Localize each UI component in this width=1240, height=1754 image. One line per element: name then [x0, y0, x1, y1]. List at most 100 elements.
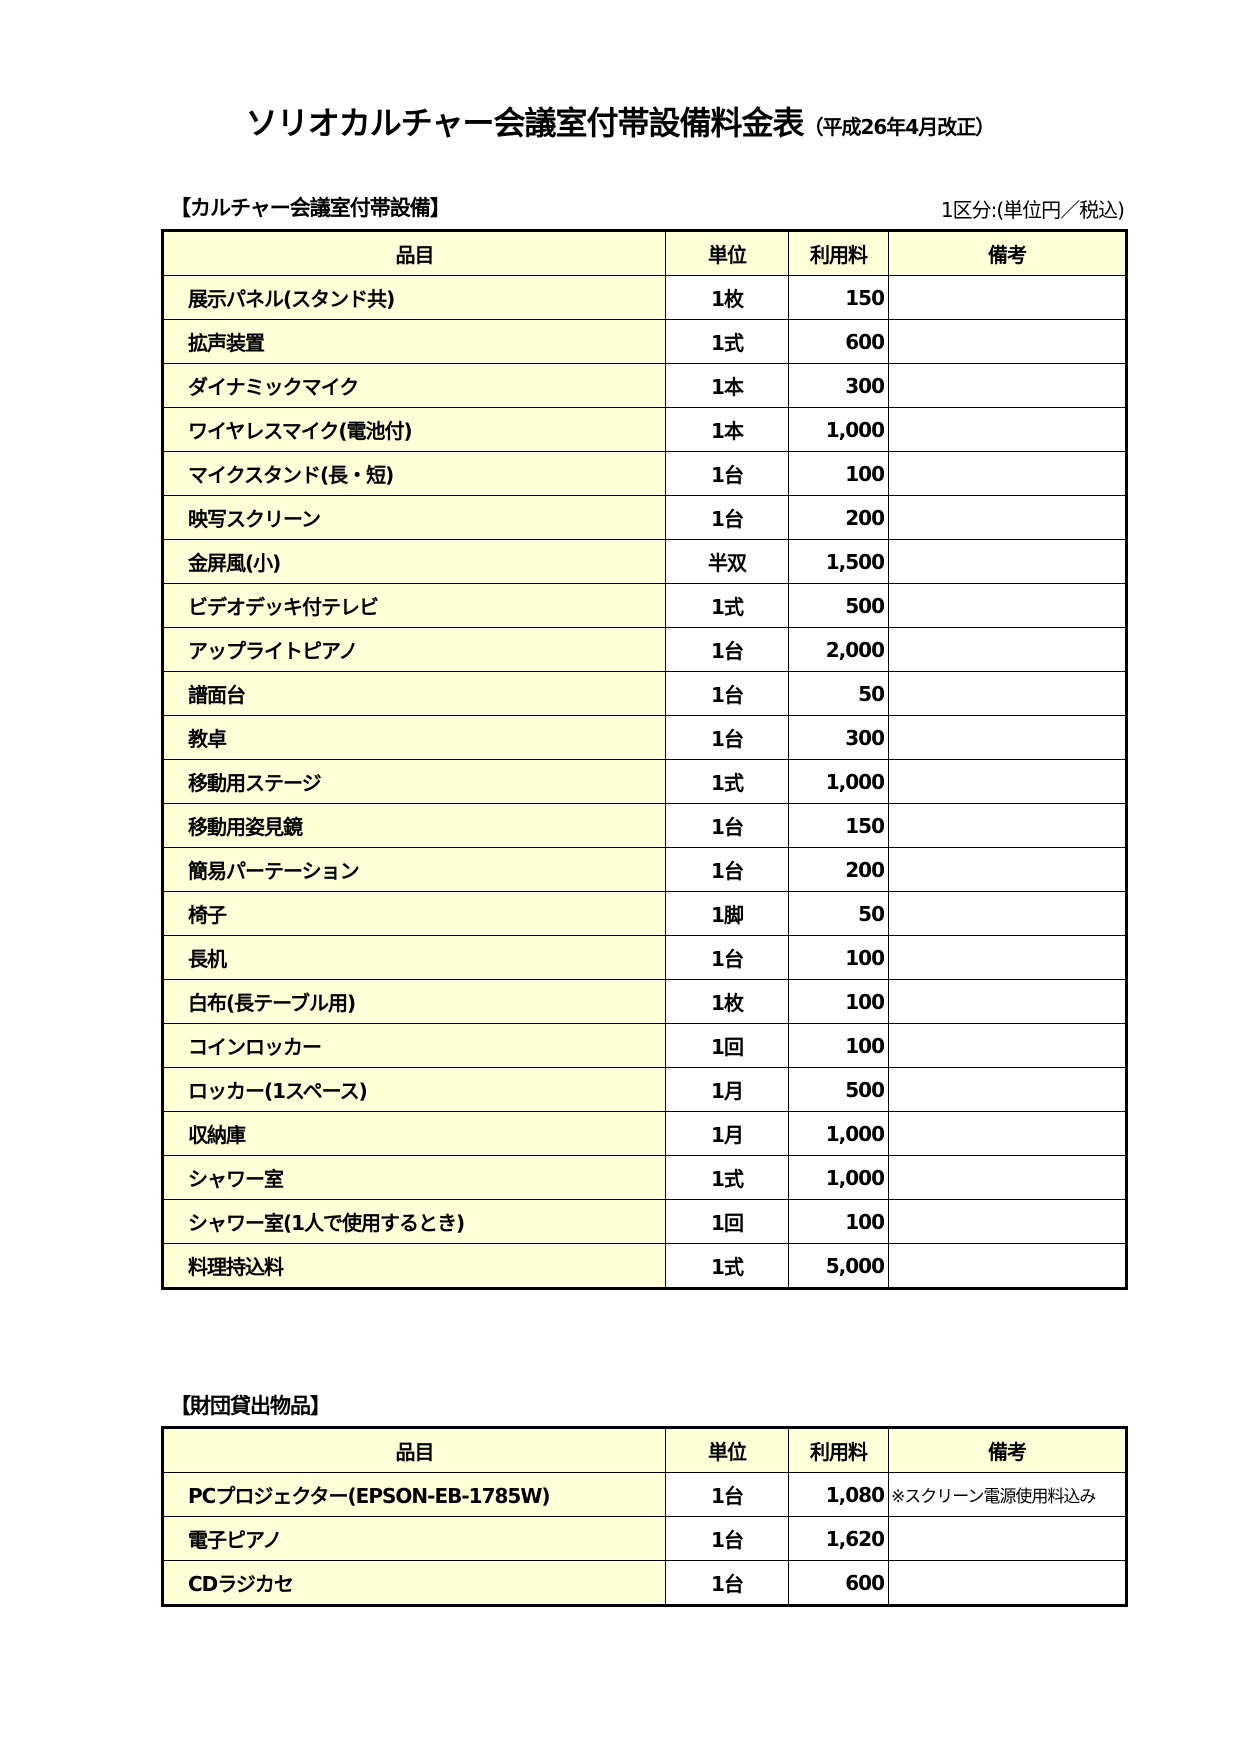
table-row: 移動用ステージ 1式 1,000: [162, 759, 1127, 804]
table-row: マイクスタンド(長・短) 1台 100: [162, 451, 1127, 496]
cell-note: [888, 1067, 1127, 1112]
cell-unit: 1式: [665, 319, 789, 364]
cell-fee: 1,620: [788, 1516, 889, 1561]
cell-item: 簡易パーテーション: [162, 847, 666, 892]
cell-item: ダイナミックマイク: [162, 363, 666, 408]
cell-fee: 150: [788, 803, 889, 848]
cell-item: 展示パネル(スタンド共): [162, 275, 666, 320]
cell-unit: 1回: [665, 1199, 789, 1244]
cell-fee: 50: [788, 891, 889, 936]
equipment-fee-table: 品目 単位 利用料 備考 展示パネル(スタンド共) 1枚 150 拡声装置 1式 600 ダ…: [161, 229, 1128, 1290]
cell-fee: 1,000: [788, 759, 889, 804]
cell-unit: 1月: [665, 1111, 789, 1156]
cell-unit: 1式: [665, 759, 789, 804]
cell-unit: 1脚: [665, 891, 789, 936]
cell-item: 映写スクリーン: [162, 495, 666, 540]
cell-item: 白布(長テーブル用): [162, 979, 666, 1024]
cell-unit: 1式: [665, 583, 789, 628]
col-header-unit: 単位: [665, 230, 789, 276]
cell-item: シャワー室: [162, 1155, 666, 1200]
cell-note: [888, 1199, 1127, 1244]
cell-unit: 1台: [665, 1560, 789, 1606]
cell-note: [888, 1560, 1127, 1606]
cell-item: 移動用姿見鏡: [162, 803, 666, 848]
cell-note: [888, 715, 1127, 760]
cell-note: [888, 627, 1127, 672]
cell-unit: 1式: [665, 1243, 789, 1289]
cell-fee: 600: [788, 319, 889, 364]
section2-heading: 【財団貸出物品】: [170, 1394, 331, 1418]
cell-fee: 1,500: [788, 539, 889, 584]
cell-fee: 1,000: [788, 1155, 889, 1200]
page-title: ソリオカルチャー会議室付帯設備料金表（平成26年4月改正）: [0, 98, 1240, 144]
col-header-item: 品目: [162, 1427, 666, 1473]
table-row: シャワー室(1人で使用するとき) 1回 100: [162, 1199, 1127, 1244]
cell-unit: 1枚: [665, 979, 789, 1024]
cell-note: [888, 407, 1127, 452]
cell-unit: 1本: [665, 363, 789, 408]
cell-note: [888, 891, 1127, 936]
cell-unit: 1回: [665, 1023, 789, 1068]
cell-unit: 1式: [665, 1155, 789, 1200]
table-row: アップライトピアノ 1台 2,000: [162, 627, 1127, 672]
col-header-note: 備考: [888, 230, 1127, 276]
cell-fee: 300: [788, 363, 889, 408]
cell-fee: 500: [788, 1067, 889, 1112]
cell-item: 料理持込料: [162, 1243, 666, 1289]
cell-fee: 2,000: [788, 627, 889, 672]
table-header-row: 品目 単位 利用料 備考: [162, 230, 1127, 276]
table-header-row: 品目 単位 利用料 備考: [162, 1427, 1127, 1473]
cell-item: 椅子: [162, 891, 666, 936]
cell-item: アップライトピアノ: [162, 627, 666, 672]
cell-unit: 1台: [665, 1516, 789, 1561]
cell-unit: 1台: [665, 451, 789, 496]
table-row: ダイナミックマイク 1本 300: [162, 363, 1127, 408]
cell-unit: 1月: [665, 1067, 789, 1112]
cell-unit: 1台: [665, 671, 789, 716]
table-row: 展示パネル(スタンド共) 1枚 150: [162, 275, 1127, 320]
cell-note: [888, 847, 1127, 892]
cell-item: PCプロジェクター(EPSON-EB-1785W): [162, 1472, 666, 1517]
cell-unit: 1台: [665, 803, 789, 848]
cell-note: [888, 1023, 1127, 1068]
cell-note: [888, 451, 1127, 496]
col-header-item: 品目: [162, 230, 666, 276]
cell-note: [888, 759, 1127, 804]
cell-unit: 1本: [665, 407, 789, 452]
cell-item: 収納庫: [162, 1111, 666, 1156]
title-revision: （平成26年4月改正）: [803, 115, 995, 139]
cell-item: ロッカー(1スペース): [162, 1067, 666, 1112]
cell-item: 電子ピアノ: [162, 1516, 666, 1561]
cell-fee: 1,000: [788, 1111, 889, 1156]
cell-item: シャワー室(1人で使用するとき): [162, 1199, 666, 1244]
cell-unit: 1台: [665, 627, 789, 672]
unit-note: 1区分:(単位円／税込): [940, 198, 1125, 222]
cell-item: CDラジカセ: [162, 1560, 666, 1606]
col-header-fee: 利用料: [788, 230, 889, 276]
cell-fee: 100: [788, 1199, 889, 1244]
cell-note: [888, 275, 1127, 320]
table-row: 椅子 1脚 50: [162, 891, 1127, 936]
cell-note: [888, 319, 1127, 364]
cell-note: [888, 539, 1127, 584]
cell-fee: 600: [788, 1560, 889, 1606]
table-row: 金屏風(小) 半双 1,500: [162, 539, 1127, 584]
cell-fee: 100: [788, 1023, 889, 1068]
cell-unit: 1台: [665, 495, 789, 540]
table-row: 教卓 1台 300: [162, 715, 1127, 760]
cell-note: [888, 1516, 1127, 1561]
rental-items-table: 品目 単位 利用料 備考 PCプロジェクター(EPSON-EB-1785W) 1台…: [161, 1426, 1128, 1607]
table-row: 白布(長テーブル用) 1枚 100: [162, 979, 1127, 1024]
cell-unit: 1台: [665, 1472, 789, 1517]
table-row: ロッカー(1スペース) 1月 500: [162, 1067, 1127, 1112]
cell-note: [888, 979, 1127, 1024]
table-row: 譜面台 1台 50: [162, 671, 1127, 716]
table-row: シャワー室 1式 1,000: [162, 1155, 1127, 1200]
cell-item: 譜面台: [162, 671, 666, 716]
cell-unit: 1台: [665, 715, 789, 760]
cell-item: コインロッカー: [162, 1023, 666, 1068]
cell-fee: 150: [788, 275, 889, 320]
cell-note: [888, 1243, 1127, 1289]
cell-item: 長机: [162, 935, 666, 980]
table-row: ワイヤレスマイク(電池付) 1本 1,000: [162, 407, 1127, 452]
